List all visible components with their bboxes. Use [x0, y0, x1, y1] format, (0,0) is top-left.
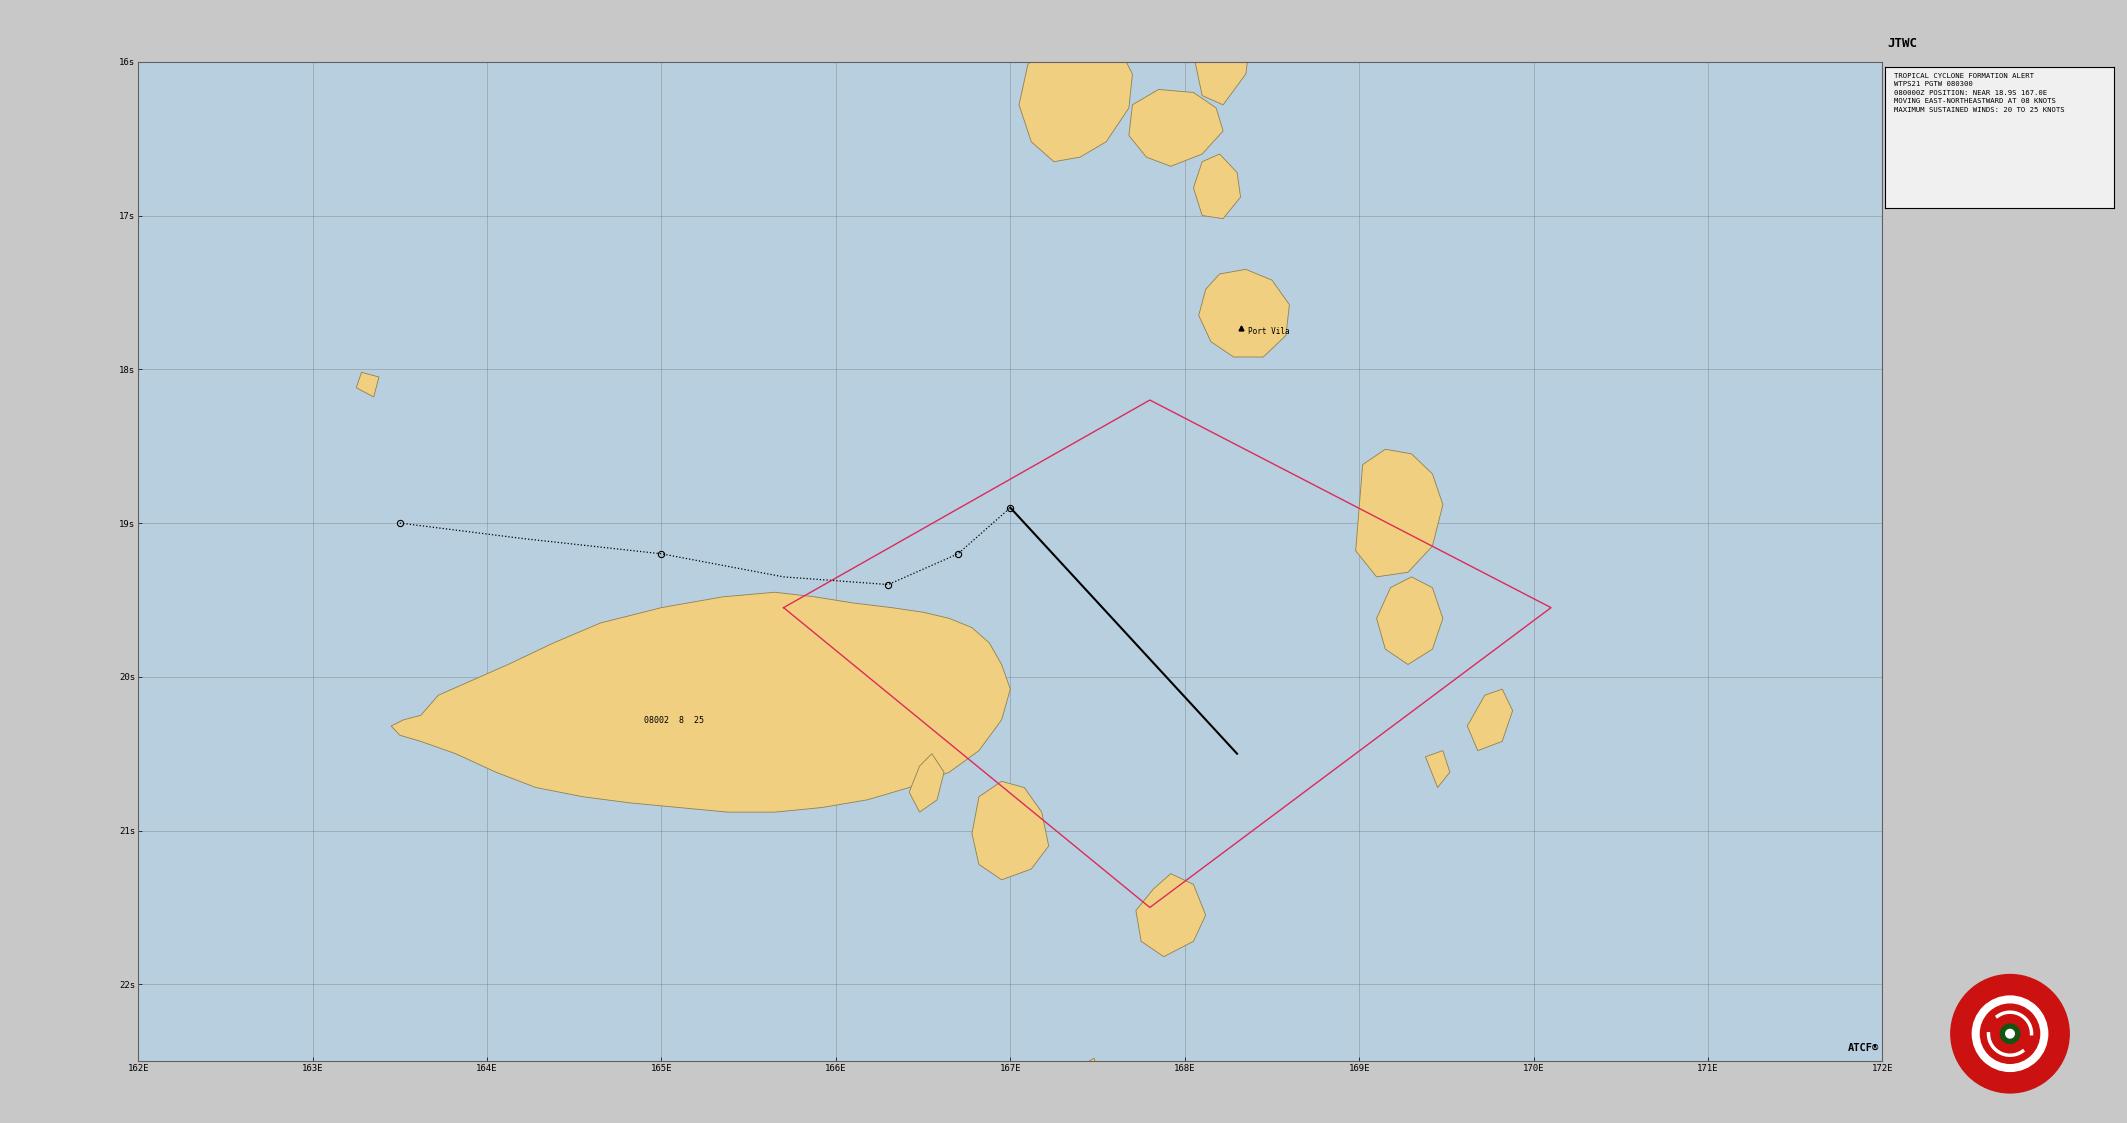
- Polygon shape: [391, 592, 1010, 812]
- Polygon shape: [1193, 0, 1251, 104]
- Polygon shape: [1376, 577, 1442, 665]
- Text: Port Vila: Port Vila: [1249, 327, 1289, 336]
- Text: ATCF®: ATCF®: [1848, 1043, 1878, 1053]
- Polygon shape: [1468, 690, 1512, 750]
- Text: JTWC: JTWC: [1887, 37, 1919, 49]
- Circle shape: [1972, 996, 2048, 1071]
- Polygon shape: [1019, 34, 1132, 162]
- Circle shape: [1950, 975, 2070, 1093]
- Text: TROPICAL CYCLONE FORMATION ALERT
WTPS21 PGTW 080300
080000Z POSITION: NEAR 18.9S: TROPICAL CYCLONE FORMATION ALERT WTPS21 …: [1893, 73, 2065, 113]
- Circle shape: [1999, 1024, 2021, 1043]
- Text: 08002  8  25: 08002 8 25: [644, 716, 704, 725]
- Polygon shape: [923, 0, 1083, 38]
- Polygon shape: [1129, 90, 1223, 166]
- Circle shape: [1980, 1004, 2040, 1063]
- Polygon shape: [357, 373, 379, 396]
- Polygon shape: [908, 754, 944, 812]
- Polygon shape: [1200, 270, 1289, 357]
- Circle shape: [2006, 1030, 2014, 1038]
- Polygon shape: [1066, 1058, 1102, 1095]
- Polygon shape: [1193, 154, 1240, 219]
- Polygon shape: [1136, 874, 1206, 957]
- Polygon shape: [972, 782, 1049, 879]
- Polygon shape: [1355, 449, 1442, 577]
- Polygon shape: [1425, 750, 1451, 787]
